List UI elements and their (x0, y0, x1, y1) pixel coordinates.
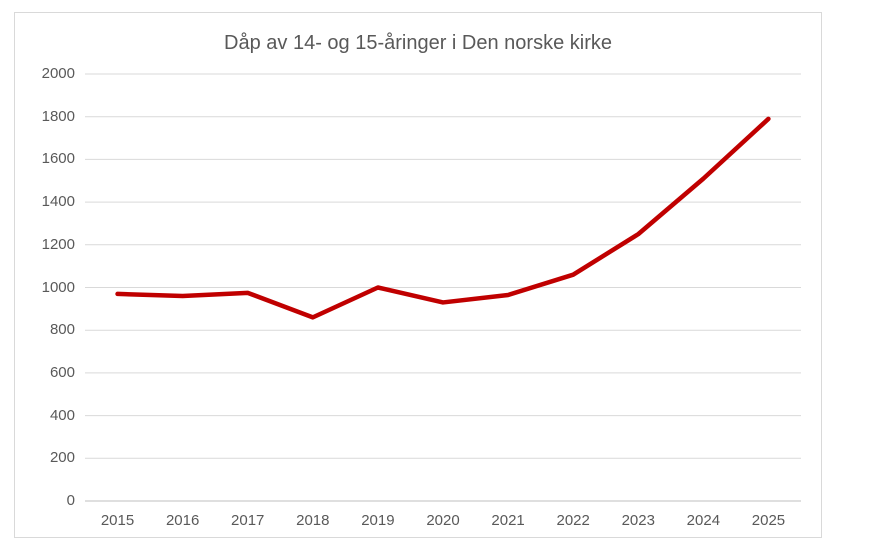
data-series-line (115, 116, 771, 320)
line-plot (85, 73, 801, 502)
x-tick-label: 2019 (361, 512, 395, 529)
x-tick-label: 2023 (621, 512, 655, 529)
y-tick-label: 200 (49, 449, 75, 467)
x-tick-label: 2022 (556, 512, 590, 529)
x-tick-label: 2017 (231, 512, 265, 529)
y-tick-label: 1000 (41, 278, 75, 296)
y-tick-label: 1800 (41, 107, 75, 125)
x-tick-label: 2018 (296, 512, 330, 529)
y-tick-label: 2000 (41, 65, 75, 82)
chart-frame: Dåp av 14- og 15-åringer i Den norske ki… (14, 12, 822, 538)
x-tick-label: 2025 (751, 512, 786, 529)
x-tick-label: 2016 (165, 512, 200, 529)
x-tick-label: 2015 (100, 512, 135, 529)
x-tick-label: 2020 (426, 512, 460, 529)
y-tick-label: 600 (49, 363, 75, 381)
chart-title: Dåp av 14- og 15-åringer i Den norske ki… (224, 32, 612, 54)
y-tick-label: 1400 (41, 193, 75, 211)
x-tick-label: 2021 (491, 512, 525, 529)
y-tick-label: 800 (49, 321, 75, 339)
y-tick-label: 0 (66, 492, 75, 509)
y-tick-label: 1200 (41, 235, 75, 253)
x-tick-label: 2024 (686, 512, 721, 529)
y-tick-label: 1600 (41, 150, 75, 168)
y-tick-label: 400 (49, 406, 75, 424)
